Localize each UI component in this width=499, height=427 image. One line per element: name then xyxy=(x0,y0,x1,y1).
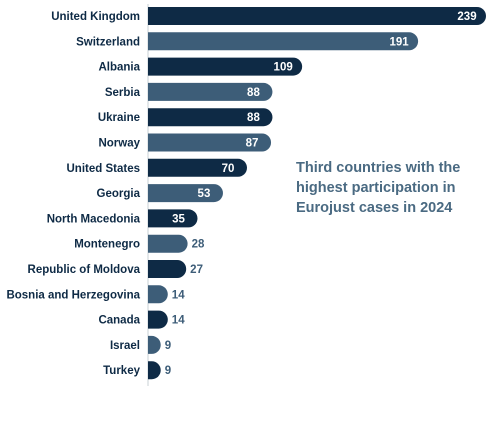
bar xyxy=(148,108,273,127)
value-label: 109 xyxy=(274,62,293,74)
category-label: Albania xyxy=(98,62,140,74)
bar xyxy=(148,7,486,25)
category-label: United States xyxy=(67,163,141,175)
chart-title-line-3: Eurojust cases in 2024 xyxy=(296,200,453,216)
value-label: 35 xyxy=(172,213,185,225)
bar xyxy=(148,209,198,228)
category-label: North Macedonia xyxy=(47,213,141,225)
category-label: Montenegro xyxy=(74,239,140,251)
bar xyxy=(148,57,303,76)
bar xyxy=(148,82,273,101)
bar xyxy=(148,260,187,278)
category-label: Republic of Moldova xyxy=(28,264,141,276)
value-label: 87 xyxy=(246,138,259,150)
category-label: Ukraine xyxy=(98,112,140,124)
value-label: 191 xyxy=(390,36,410,48)
chart-title: Third countries with the highest partici… xyxy=(296,158,491,218)
value-label: 28 xyxy=(192,239,205,251)
bar xyxy=(148,158,247,177)
value-label: 9 xyxy=(165,365,171,377)
chart-title-line-2: highest participation in xyxy=(296,180,456,196)
value-label: 9 xyxy=(165,340,171,352)
category-label: Israel xyxy=(110,340,140,352)
value-label: 14 xyxy=(172,315,185,327)
category-label: United Kingdom xyxy=(51,11,140,23)
value-label: 239 xyxy=(457,11,476,23)
category-label: Canada xyxy=(98,315,140,327)
bar xyxy=(148,335,161,354)
value-label: 53 xyxy=(198,188,211,200)
bar xyxy=(148,32,419,51)
category-label: Serbia xyxy=(105,87,141,99)
bar xyxy=(148,133,272,152)
value-label: 70 xyxy=(222,163,235,175)
category-label: Turkey xyxy=(103,365,140,377)
category-label: Norway xyxy=(98,138,140,150)
bar xyxy=(148,310,168,329)
value-label: 27 xyxy=(190,264,203,276)
chart-title-line-1: Third countries with the xyxy=(296,160,461,176)
category-label: Georgia xyxy=(97,188,141,200)
category-label: Bosnia and Herzegovina xyxy=(6,289,140,301)
bar xyxy=(148,234,188,253)
bar xyxy=(148,361,161,380)
value-label: 88 xyxy=(247,87,260,99)
bar xyxy=(148,285,168,304)
value-label: 14 xyxy=(172,289,185,301)
bar xyxy=(148,184,223,203)
category-label: Switzerland xyxy=(76,36,140,48)
value-label: 88 xyxy=(247,112,260,124)
